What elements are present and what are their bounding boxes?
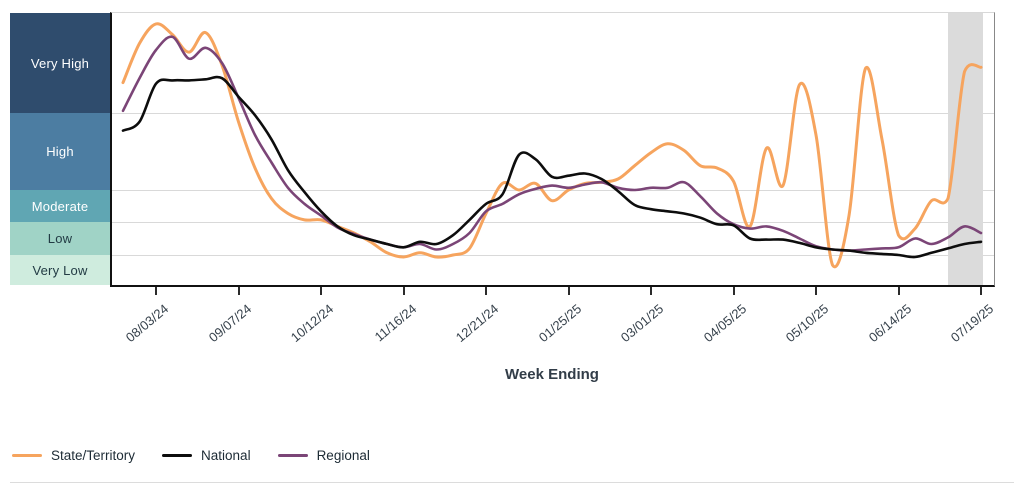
x-tick (815, 287, 817, 295)
gridline (112, 255, 994, 256)
y-axis-category-bands: Very High High Moderate Low Very Low (10, 13, 110, 285)
legend: State/Territory National Regional (12, 448, 397, 463)
x-tick-label: 05/10/25 (783, 301, 832, 346)
legend-item-national[interactable]: National (162, 448, 251, 463)
x-tick (320, 287, 322, 295)
state-territory-line-swatch (12, 454, 42, 457)
x-tick (485, 287, 487, 295)
x-tick (567, 287, 570, 295)
y-band-low: Low (10, 222, 110, 255)
x-tick-label: 11/16/24 (371, 301, 420, 345)
x-tick-label: 09/07/24 (205, 301, 255, 346)
x-tick (732, 287, 735, 295)
gridline (112, 222, 994, 223)
bottom-divider (10, 482, 1014, 483)
y-band-moderate: Moderate (10, 190, 110, 222)
legend-label-regional: Regional (316, 448, 370, 463)
y-band-moderate-label: Moderate (31, 198, 89, 214)
x-tick-label: 04/05/25 (700, 301, 750, 346)
x-tick-label: 10/12/24 (288, 301, 337, 346)
x-tick (237, 287, 240, 295)
y-band-low-label: Low (47, 231, 73, 246)
x-tick (650, 287, 652, 295)
y-band-very-low-label: Very Low (32, 262, 88, 278)
x-tick-label: 08/03/24 (123, 301, 172, 346)
x-tick (155, 287, 157, 295)
y-band-high: High (10, 113, 110, 190)
x-tick-label: 07/19/25 (948, 301, 997, 346)
gridline (112, 113, 994, 114)
national-line (121, 75, 983, 259)
legend-label-national: National (201, 448, 251, 463)
regional-line (121, 35, 983, 252)
x-tick (980, 287, 982, 295)
legend-label-state-territory: State/Territory (51, 448, 136, 463)
x-tick (897, 287, 900, 295)
regional-line-swatch (277, 454, 308, 457)
x-tick-label: 12/21/24 (453, 301, 502, 346)
y-band-high-label: High (46, 144, 74, 159)
plot-area (110, 12, 995, 287)
legend-item-state-territory[interactable]: State/Territory (12, 448, 135, 463)
x-axis-title: Week Ending (505, 366, 599, 383)
y-band-very-high-label: Very High (30, 55, 90, 71)
y-band-very-low: Very Low (10, 255, 110, 285)
state-territory-line (121, 22, 983, 269)
national-line-swatch (162, 454, 193, 457)
y-band-very-high: Very High (10, 13, 110, 113)
x-tick-label: 01/25/25 (535, 301, 585, 346)
series-lines-svg (121, 22, 983, 269)
gridline (112, 190, 994, 191)
x-tick (402, 287, 405, 295)
x-tick-label: 03/01/25 (618, 301, 667, 346)
legend-item-regional[interactable]: Regional (277, 448, 370, 463)
x-tick-label: 06/14/25 (865, 301, 915, 346)
